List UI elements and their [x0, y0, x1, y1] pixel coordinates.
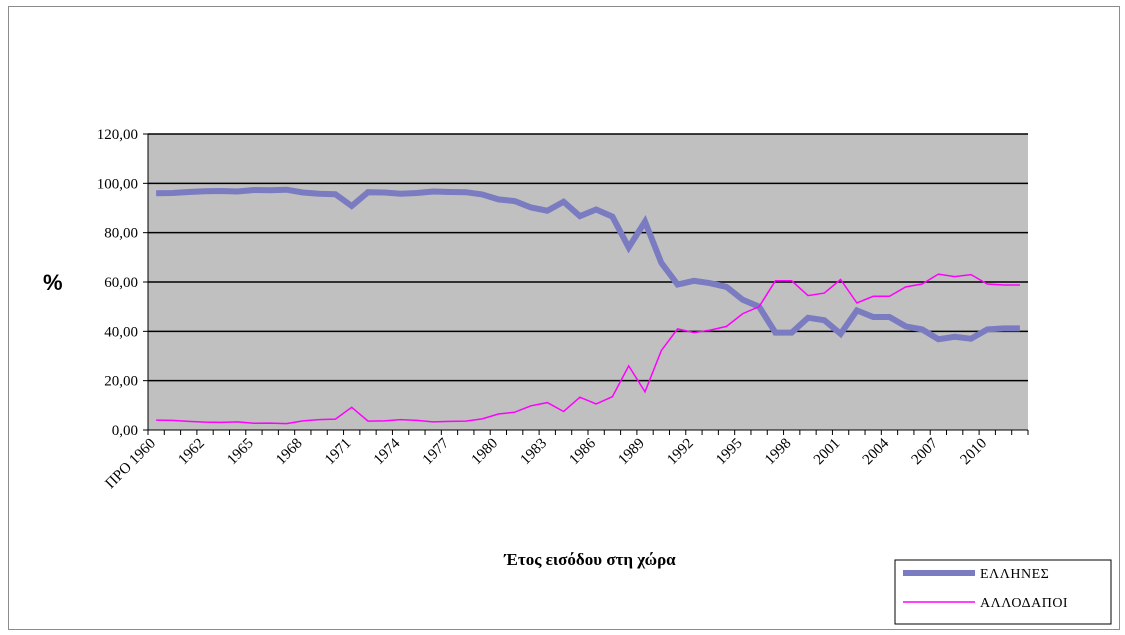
- y-tick-label: 100,00: [97, 176, 138, 192]
- x-tick-label: 1986: [566, 435, 599, 468]
- x-tick-label: 2010: [958, 436, 991, 469]
- series-line-greeks: [156, 186, 1020, 343]
- x-tick-label: 1974: [371, 435, 404, 468]
- x-tick-label: 1983: [518, 436, 551, 469]
- x-tick-label: 2004: [860, 435, 893, 468]
- gridlines: [148, 133, 1028, 382]
- x-tick-label: ΠΡΟ 1960: [103, 436, 159, 492]
- x-tick-label: 1998: [762, 436, 795, 469]
- x-axis-title: Έτος εισόδου στη χώρα: [503, 550, 676, 569]
- x-tick-label: 1968: [273, 436, 306, 469]
- series-layer: [156, 186, 1020, 425]
- x-tick-label: 2007: [909, 435, 942, 468]
- y-tick-label: 40,00: [104, 324, 138, 340]
- y-tick-label: 20,00: [104, 374, 138, 390]
- y-axis-label: %: [43, 270, 63, 295]
- y-tick-label: 60,00: [104, 275, 138, 291]
- y-axis-ticks: 0,00 20,00 40,00 60,00 80,00 100,00 120,00: [97, 127, 148, 439]
- x-tick-label: 1962: [175, 436, 208, 469]
- x-tick-label: 1965: [224, 436, 257, 469]
- legend-label-foreigners: ΑΛΛΟΔΑΠΟΙ: [980, 596, 1068, 611]
- x-tick-label: 1971: [322, 436, 355, 469]
- x-tick-label: 1980: [469, 436, 502, 469]
- x-tick-label: 2001: [811, 436, 844, 469]
- x-tick-label: 1977: [420, 435, 453, 468]
- y-tick-label: 120,00: [97, 127, 138, 143]
- x-tick-label: 1989: [615, 436, 648, 469]
- series-line-foreigners: [156, 273, 1020, 425]
- y-tick-label: 0,00: [112, 423, 138, 439]
- legend-label-greeks: ΕΛΛΗΝΕΣ: [980, 567, 1049, 582]
- x-tick-label: 1992: [664, 436, 697, 469]
- y-tick-label: 80,00: [104, 226, 138, 242]
- x-axis-ticks: ΠΡΟ 1960 1962 1965 1968 1971 1974 1977 1980 1983…: [103, 430, 1029, 492]
- x-tick-label: 1995: [713, 436, 746, 469]
